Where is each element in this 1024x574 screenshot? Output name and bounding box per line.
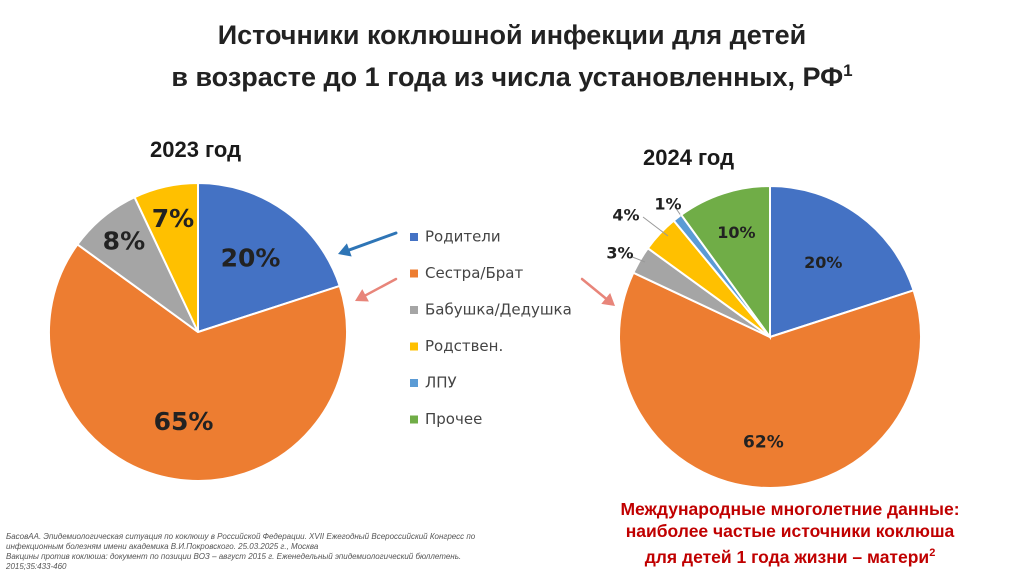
legend-swatch-родствен (410, 342, 418, 351)
pie-label-2024-родствен: 4% (612, 206, 639, 225)
chart-2024-title: 2024 год (643, 145, 735, 170)
legend-label-бабушка-дедушка: Бабушка/Дедушка (425, 301, 572, 319)
legend-swatch-прочее (410, 415, 418, 424)
arrow-to-2024-siblings (580, 277, 615, 306)
international-data-note: Международные многолетние данные: наибол… (590, 498, 990, 568)
chart-legend: Родители Сестра/Брат Бабушка/Дедушка Родств… (410, 228, 572, 428)
reference-line-4: 2015;35:433-460 (6, 562, 67, 571)
legend-swatch-бабушка-дедушка (410, 306, 418, 314)
pie-slice-2023-родствен (133, 181, 199, 333)
pie-label-2024-сестра-брат: 62% (743, 433, 784, 453)
legend-label-родствен: Родствен. (425, 337, 503, 355)
note-line-3: для детей 1 года жизни – матери2 (590, 542, 990, 568)
title-footnote-mark: 1 (843, 61, 853, 80)
pie-slice-2024-родители (769, 184, 915, 339)
pie-label-2024-лпу: 1% (654, 195, 681, 214)
label-leader-line-2024-3 (642, 216, 669, 237)
legend-swatch-родители (410, 233, 418, 241)
note-line-1: Международные многолетние данные: (620, 499, 960, 519)
legend-label-родители: Родители (425, 228, 501, 246)
pie-chart-2024: 20% 62% 3% 4% 1% 10% (606, 184, 922, 489)
pie-slice-2024-прочее (679, 184, 771, 341)
legend-swatch-сестра-брат (410, 269, 418, 278)
pie-label-2023-родствен: 7% (152, 204, 194, 233)
page-title: Источники коклюшной инфекции для детей в… (0, 18, 1024, 95)
pie-label-2023-бабушка-дедушка: 8% (103, 227, 145, 256)
note-line-2: наиболее частые источники коклюша (625, 521, 955, 541)
reference-line-3: Вакцины против коклюша: документ по пози… (6, 552, 462, 561)
references: БасовАА. Эпидемиологическая ситуация по … (6, 532, 546, 572)
pie-label-2024-родители: 20% (804, 253, 842, 272)
title-line-2: в возрасте до 1 года из числа установлен… (0, 53, 1024, 95)
pie-slice-2023-сестра-брат (48, 243, 348, 482)
note-line-3-text: для детей 1 года жизни – матери (644, 546, 930, 567)
title-line-2-text: в возрасте до 1 года из числа установлен… (171, 62, 844, 92)
pie-label-2024-бабушка-дедушка: 3% (606, 244, 633, 263)
label-leader-line-2024-2 (629, 255, 646, 263)
pie-slice-2023-родители (197, 181, 341, 334)
legend-swatch-лпу (410, 379, 418, 387)
title-line-1: Источники коклюшной инфекции для детей (217, 20, 807, 50)
arrow-to-2023-parents (338, 231, 398, 257)
reference-line-2: инфекционным болезням имени академика В.… (6, 542, 319, 551)
pie-label-2023-сестра-брат: 65% (154, 407, 214, 436)
legend-label-прочее: Прочее (425, 410, 482, 428)
pie-chart-2023: 20% 65% 8%7% (48, 181, 348, 482)
legend-label-сестра-брат: Сестра/Брат (425, 264, 523, 282)
reference-line-1: БасовАА. Эпидемиологическая ситуация по … (6, 532, 476, 541)
note-footnote-mark: 2 (929, 547, 936, 559)
pie-label-2023-родители: 20% (221, 244, 281, 273)
pie-slice-2024-сестра-брат (618, 271, 922, 489)
chart-2023-title: 2023 год (150, 137, 242, 162)
arrow-to-2023-siblings (355, 277, 398, 302)
legend-arrows (338, 231, 615, 306)
pie-label-2024-прочее: 10% (717, 223, 755, 242)
legend-label-лпу: ЛПУ (425, 374, 457, 392)
